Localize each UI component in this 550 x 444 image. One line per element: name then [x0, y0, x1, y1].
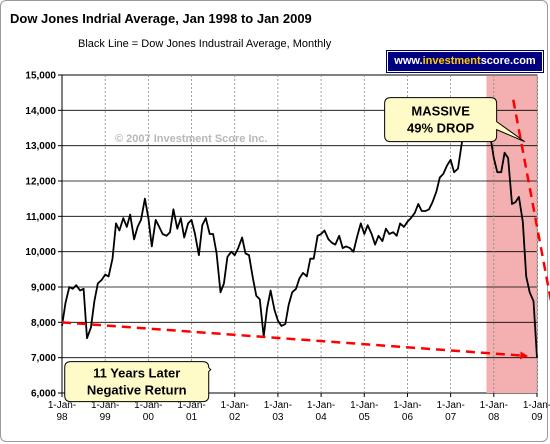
brand-suffix: score.com	[480, 55, 536, 67]
callout-line: Negative Return	[87, 383, 187, 398]
x-tick-label-line2: 05	[359, 412, 371, 423]
brand-prefix: www.	[394, 55, 423, 67]
x-tick-label-line1: 1-Jan-	[436, 400, 464, 411]
x-tick-label-line2: 08	[488, 412, 500, 423]
chart-title: Dow Jones Indrial Average, Jan 1998 to J…	[10, 11, 312, 26]
x-tick-label-line2: 09	[531, 412, 543, 423]
y-tick-label: 8,000	[31, 318, 56, 329]
callout-line: MASSIVE	[411, 104, 470, 119]
x-tick-label-line1: 1-Jan-	[264, 400, 292, 411]
y-tick-label: 6,000	[31, 389, 56, 400]
y-tick-label: 15,000	[25, 71, 56, 82]
y-tick-label: 14,000	[25, 106, 56, 117]
y-tick-label: 10,000	[25, 247, 56, 258]
x-tick-label-line1: 1-Jan-	[307, 400, 335, 411]
y-tick-label: 12,000	[25, 177, 56, 188]
x-tick-label-line2: 02	[229, 412, 241, 423]
x-tick-label: 1-Jan-01	[177, 400, 205, 423]
x-tick-label: 1-Jan-08	[480, 400, 508, 423]
x-tick-label: 1-Jan-98	[48, 400, 76, 423]
x-tick-label: 1-Jan-03	[264, 400, 292, 423]
callout-shape	[64, 361, 212, 403]
brand-highlight: investment	[422, 55, 481, 67]
x-tick-label-line2: 98	[56, 412, 68, 423]
x-tick-label-line2: 99	[100, 412, 112, 423]
callout-shape	[384, 97, 525, 143]
dow-jones-line	[61, 113, 538, 358]
brand-badge[interactable]: www.investmentscore.com	[386, 50, 544, 73]
trend-arrow	[61, 321, 529, 360]
callout-line: 49% DROP	[407, 121, 475, 136]
x-tick-label-line1: 1-Jan-	[48, 400, 76, 411]
y-tick-label: 11,000	[26, 212, 56, 223]
x-tick-label: 1-Jan-05	[350, 400, 378, 423]
y-tick-label: 13,000	[25, 141, 56, 152]
x-tick-label-line1: 1-Jan-	[523, 400, 550, 411]
x-tick-label: 1-Jan-04	[307, 400, 335, 423]
x-tick-label-line1: 1-Jan-	[350, 400, 378, 411]
x-tick-label-line1: 1-Jan-	[393, 400, 421, 411]
x-tick-label-line1: 1-Jan-	[134, 400, 162, 411]
x-tick-label-line2: 07	[445, 412, 457, 423]
x-tick-label-line2: 04	[316, 412, 328, 423]
callout-box: 11 Years Later Negative Return	[64, 361, 212, 403]
x-tick-label-line1: 1-Jan-	[177, 400, 205, 411]
y-tick-label: 7,000	[31, 353, 56, 364]
x-tick-label-line1: 1-Jan-	[221, 400, 249, 411]
x-tick-label-line2: 01	[186, 412, 198, 423]
x-tick-label-line2: 06	[402, 412, 414, 423]
x-tick-label-line2: 03	[272, 412, 284, 423]
x-tick-label: 1-Jan-02	[221, 400, 249, 423]
callout-box: MASSIVE 49% DROP	[384, 97, 525, 143]
y-tick-label: 9,000	[31, 283, 56, 294]
x-tick-label: 1-Jan-00	[134, 400, 162, 423]
x-tick-label: 1-Jan-07	[436, 400, 464, 423]
chart-watermark: © 2007 Investment Score Inc.	[115, 133, 267, 145]
x-tick-label-line2: 00	[143, 412, 155, 423]
x-tick-label: 1-Jan-99	[91, 400, 119, 423]
x-tick-label-line1: 1-Jan-	[91, 400, 119, 411]
callout-line: 11 Years Later	[93, 366, 180, 381]
chart-subtitle: Black Line = Dow Jones Industrail Averag…	[78, 38, 332, 50]
x-tick-label: 1-Jan-09	[523, 400, 550, 423]
trend-arrow	[512, 99, 550, 303]
x-tick-label-line1: 1-Jan-	[480, 400, 508, 411]
x-tick-label: 1-Jan-06	[393, 400, 421, 423]
